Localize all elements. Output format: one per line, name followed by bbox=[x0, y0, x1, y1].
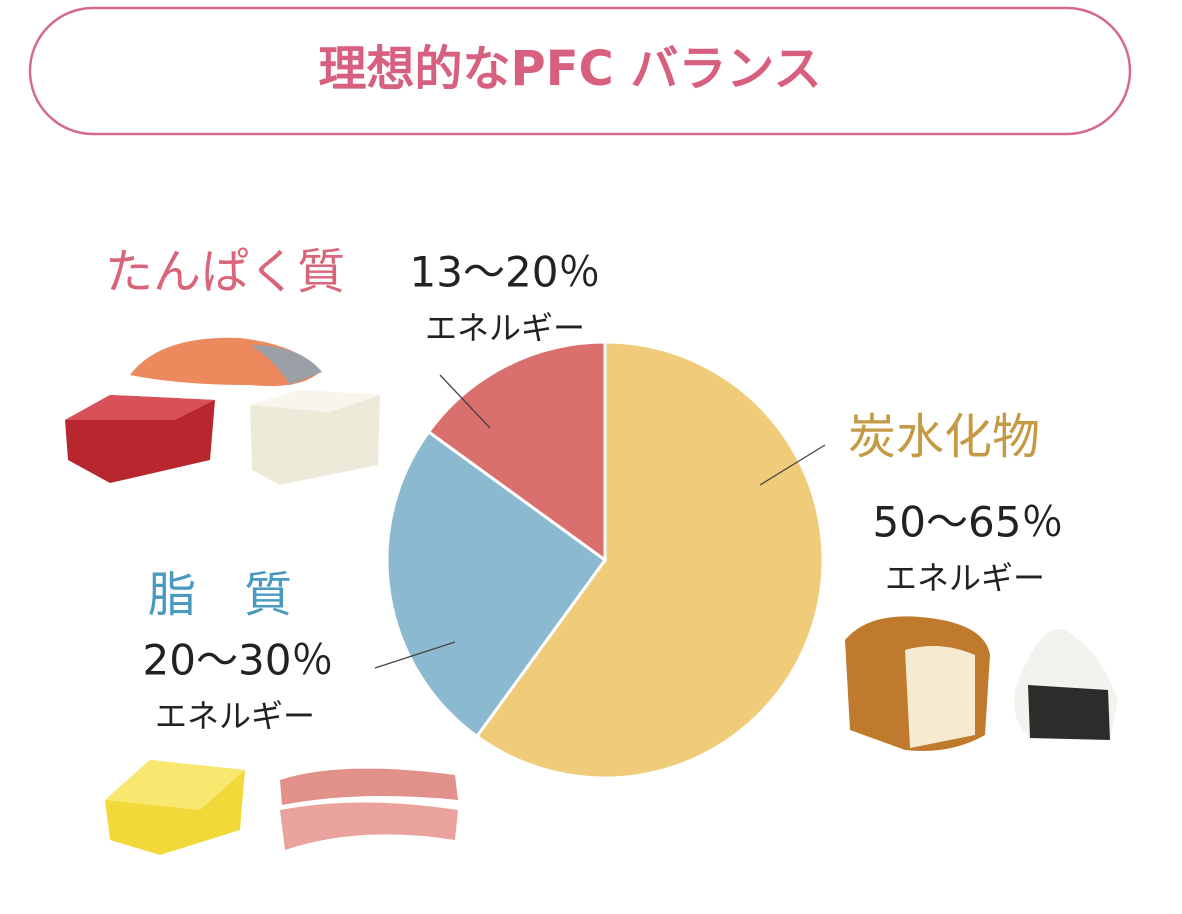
pie-slice bbox=[426, 340, 607, 563]
pie-slice bbox=[385, 429, 608, 739]
unit-label: エネルギー bbox=[885, 559, 1045, 597]
fat-foods bbox=[105, 760, 458, 855]
title-frame bbox=[28, 6, 1132, 136]
chart-title: 理想的なPFC バランス bbox=[319, 41, 822, 97]
pie bbox=[385, 340, 825, 780]
category-label: 炭水化物 bbox=[848, 409, 1040, 465]
category-label: 脂 質 bbox=[148, 567, 292, 623]
carb-foods bbox=[845, 616, 1118, 751]
category-label: たんぱく質 bbox=[105, 244, 345, 300]
leader-lines bbox=[374, 374, 826, 669]
unit-label: エネルギー bbox=[155, 697, 315, 735]
unit-label: エネルギー bbox=[425, 309, 585, 347]
protein-foods bbox=[65, 337, 380, 485]
pie-slice bbox=[474, 340, 825, 780]
range-label: 20～30％ bbox=[143, 636, 334, 685]
range-label: 50～65％ bbox=[873, 498, 1064, 547]
range-label: 13～20％ bbox=[410, 248, 601, 297]
